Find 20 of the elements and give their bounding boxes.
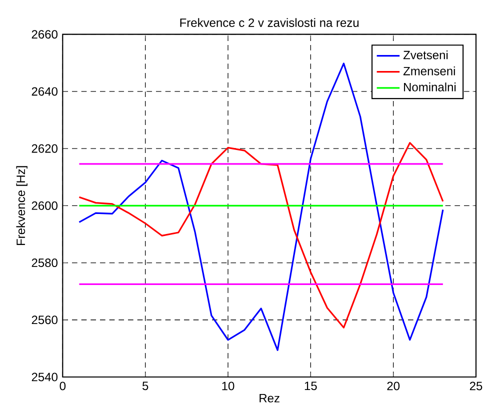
x-tick-label: 20	[387, 382, 400, 390]
x-tick-label: 15	[304, 382, 317, 390]
x-tick-label: 5	[142, 382, 148, 390]
y-tick-label: 2620	[32, 144, 58, 153]
x-tick-label: 10	[222, 382, 234, 390]
x-tick-label: 25	[470, 382, 482, 390]
line-series	[78, 142, 444, 328]
y-tick-label: 2560	[32, 316, 58, 324]
chart-title: Frekvence c 2 v zavislosti na rezu	[180, 18, 359, 27]
y-tick-label: 2660	[32, 30, 58, 39]
legend-label: Zvetseni	[403, 50, 448, 60]
y-axis-title: Frekvence [Hz]	[16, 166, 28, 246]
legend-label: Nominalni	[404, 82, 456, 92]
y-tick-label: 2640	[32, 87, 58, 96]
x-tick-label: 0	[60, 382, 66, 390]
y-tick-label: 2540	[32, 372, 58, 382]
y-tick-label: 2600	[32, 201, 58, 210]
legend-label: Zmenseni	[403, 66, 455, 76]
y-tick-label: 2580	[32, 258, 58, 268]
x-axis-title: Rez	[260, 394, 280, 402]
